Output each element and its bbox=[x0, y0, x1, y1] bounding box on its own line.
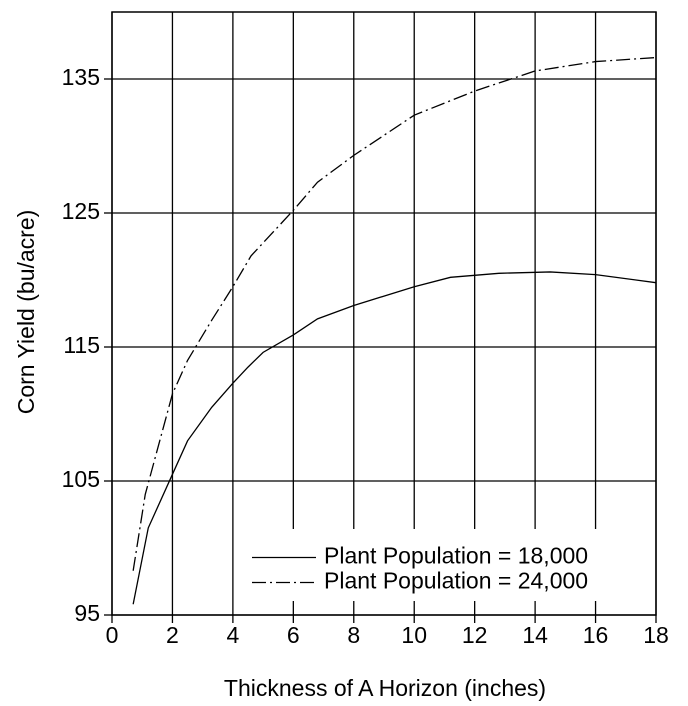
x-tick-label: 16 bbox=[583, 622, 609, 648]
x-tick-label: 6 bbox=[287, 622, 300, 648]
x-axis-label: Thickness of A Horizon (inches) bbox=[224, 675, 546, 701]
plot-frame bbox=[111, 11, 657, 616]
x-tick-label: 2 bbox=[166, 622, 179, 648]
x-tick-label: 14 bbox=[522, 622, 548, 648]
y-axis-label: Corn Yield (bu/acre) bbox=[13, 210, 39, 415]
y-tick-label: 105 bbox=[62, 466, 100, 492]
x-tick-label: 10 bbox=[401, 622, 427, 648]
data-line bbox=[132, 56, 657, 571]
y-tick-label: 95 bbox=[74, 600, 100, 626]
legend-label: Plant Population = 18,000 bbox=[324, 543, 588, 569]
legend-label: Plant Population = 24,000 bbox=[324, 568, 588, 594]
y-tick-label: 115 bbox=[63, 332, 100, 358]
legend-box bbox=[246, 529, 655, 601]
x-tick-label: 12 bbox=[462, 622, 488, 648]
x-tick-label: 8 bbox=[347, 622, 360, 648]
x-tick-label: 18 bbox=[643, 622, 669, 648]
data-line bbox=[132, 271, 657, 605]
x-tick-label: 0 bbox=[106, 622, 119, 648]
x-tick-label: 4 bbox=[226, 622, 239, 648]
y-tick-label: 135 bbox=[62, 64, 100, 90]
y-tick-label: 125 bbox=[62, 198, 100, 224]
